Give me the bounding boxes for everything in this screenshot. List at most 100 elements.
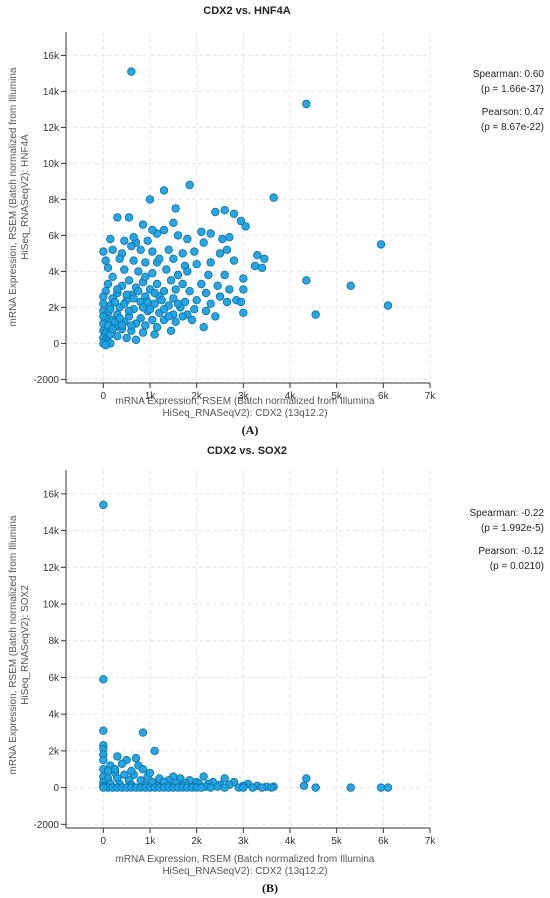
data-point [99,299,108,308]
data-point [138,728,148,737]
data-point [134,267,143,276]
data-point [166,326,176,335]
data-point [229,256,239,265]
data-point [148,269,157,278]
y-tick-label: 0 [53,783,59,794]
data-point [136,314,145,323]
data-point [220,774,229,783]
data-point [113,213,122,222]
data-point [173,231,183,240]
data-point [204,270,213,280]
data-point [253,250,262,260]
data-point [185,180,194,190]
data-point [199,772,208,781]
x-tick-label: 5k [331,391,343,402]
data-point [138,303,148,312]
x-tick-label: 4k [285,836,297,847]
data-point [164,245,173,254]
data-point [120,236,129,245]
scatter-panel-b: CDX2 vs. SOX2 0 1k 2k 3k 4k 5k 6k 7k -2000 0 2k 4k… [8,445,544,895]
panel-label: (A) [242,423,259,437]
data-point [159,287,169,296]
chart-title: CDX2 vs. HNF4A [203,5,290,17]
data-point [192,260,201,269]
x-tick-labels: 0 1k 2k 3k 4k 5k 6k 7k [101,391,437,402]
data-point [110,297,120,307]
data-point [197,227,206,236]
data-point [101,256,110,265]
y-tick-label: 12k [43,123,60,134]
data-point [148,247,157,256]
y-tick-label: 4k [48,710,60,721]
data-point [162,265,171,274]
data-point [220,205,229,215]
data-point [120,299,129,308]
axes [61,32,431,388]
x-tick-label: 7k [425,836,437,847]
data-point [346,281,355,290]
x-tick-label: 7k [425,391,437,402]
data-point [213,782,222,791]
data-point [129,232,138,242]
data-point [159,305,169,314]
data-point [99,292,108,301]
spearman-stat: Spearman: -0.22 [470,508,545,519]
y-tick-label: 6k [48,231,60,242]
data-point [99,783,108,792]
data-point [117,321,127,330]
data-point [239,285,248,294]
data-point [376,240,386,249]
data-point [159,225,169,235]
data-point [99,755,108,765]
y-tick-label: 10k [43,600,60,611]
x-axis-label-line-2: HiSeq_RNASeqV2): CDX2 (13q12.2) [162,866,327,877]
y-axis-label-line-2: HiSeq_RNASeqV2): SOX2 [20,585,31,705]
pearson-p: (p = 8.67e-22) [481,122,544,133]
data-point [122,290,131,299]
y-tick-label: 16k [43,489,60,500]
data-point [211,312,220,321]
data-point [206,258,215,267]
data-point [127,241,136,251]
x-tick-labels: 0 1k 2k 3k 4k 5k 6k 7k [101,836,437,847]
pearson-stat: Pearson: 0.47 [482,107,545,118]
x-tick-label: 6k [378,391,390,402]
x-tick-label: 2k [191,391,203,402]
data-point [269,193,278,202]
data-point [141,258,150,267]
data-point [113,285,122,294]
data-point [239,783,248,792]
data-point [169,218,178,227]
data-point [201,288,211,298]
data-point [145,195,155,204]
spearman-p: (p = 1.66e-37) [481,84,544,95]
data-point [148,225,157,235]
data-point [201,306,211,316]
y-tick-label: -2000 [33,820,59,831]
data-point [106,234,115,244]
x-tick-label: 6k [378,836,390,847]
data-point [122,333,131,343]
data-points [99,67,393,350]
data-point [215,292,225,301]
data-point [101,341,110,350]
data-point [108,245,117,254]
x-tick-label: 0 [101,836,107,847]
y-axis-label-line-1: mRNA Expression, RSEM (Batch normalized … [8,515,19,774]
data-point [134,287,143,296]
data-point [383,783,393,792]
data-point [152,323,162,332]
data-point [187,315,197,325]
data-point [229,209,239,218]
data-point [127,766,136,776]
pearson-p: (p = 0.0210) [490,561,544,572]
y-axis-label-line-1: mRNA Expression, RSEM (Batch normalized … [8,67,19,326]
data-point [124,276,134,285]
data-point [225,232,234,242]
x-tick-label: 2k [191,836,203,847]
data-point [127,321,136,330]
data-point [302,99,311,109]
data-point [164,312,173,321]
x-axis-label-line-1: mRNA Expression, RSEM (Batch normalized … [116,396,375,407]
